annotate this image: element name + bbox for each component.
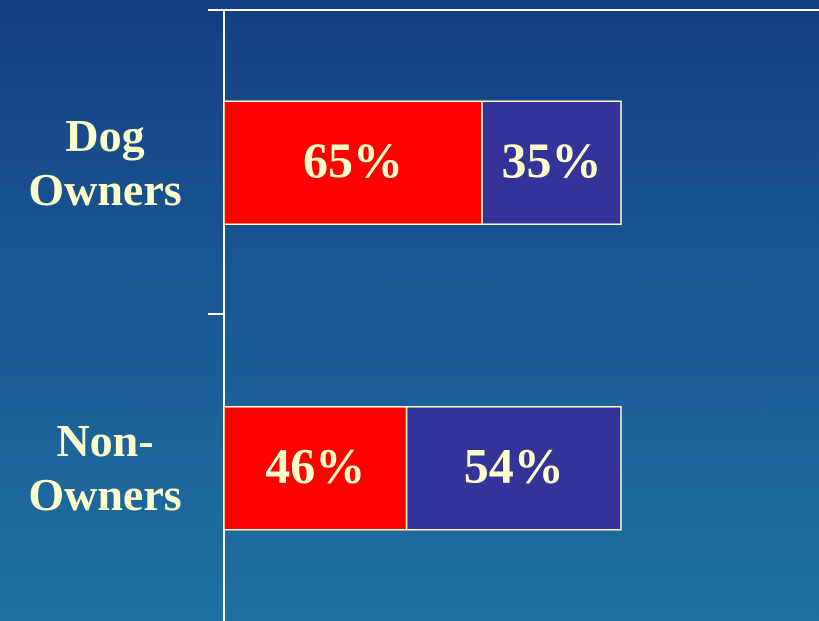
category-label: Non-Owners [28,415,182,521]
bar-segment [405,406,622,531]
bar-segment [223,406,408,531]
bar-segment [223,100,483,225]
category-label: Dog Owners [28,109,182,215]
value-label: 54% [464,438,564,494]
value-label: 65% [303,132,403,188]
value-label: 35% [502,132,602,188]
value-label: 46% [265,438,365,494]
bar-segment [481,100,622,225]
